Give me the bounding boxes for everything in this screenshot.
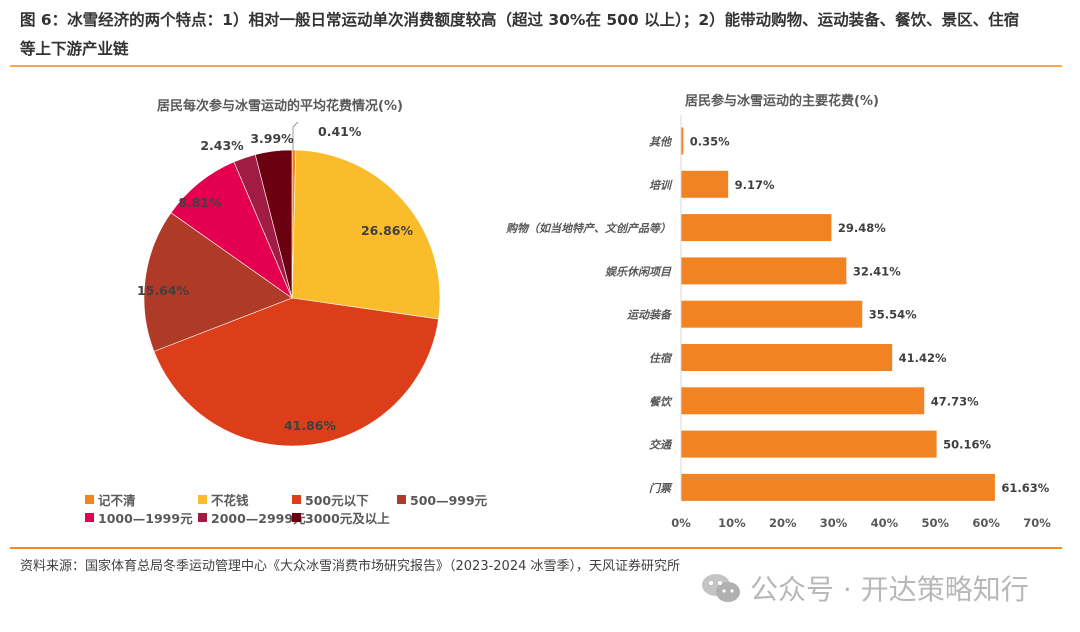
bar (681, 300, 863, 328)
bar (681, 344, 893, 371)
x-tick-label: 0% (671, 516, 691, 530)
legend-label: 记不清 (98, 493, 136, 508)
x-tick-label: 10% (718, 516, 746, 530)
bar-category-label: 交通 (649, 439, 673, 452)
bar-value-label: 50.16% (943, 438, 991, 452)
pie-slice (143, 212, 293, 352)
bar-chart-title: 居民参与冰雪运动的主要花费(%) (685, 94, 879, 109)
legend-label: 500—999元 (410, 493, 488, 508)
legend-swatch (397, 495, 406, 504)
legend-swatch (292, 495, 301, 504)
bar (681, 214, 832, 242)
pie-slice (254, 149, 293, 299)
bar-value-label: 35.54% (869, 308, 917, 322)
bar-category-label: 培训 (649, 179, 673, 192)
bar-value-label: 9.17% (735, 178, 775, 192)
pie-data-label: 0.41% (318, 124, 362, 139)
x-tick-label: 50% (922, 516, 950, 530)
bar (681, 170, 729, 198)
bar-value-label: 47.73% (931, 394, 979, 408)
bar (681, 127, 684, 155)
pie-data-label: 3.99% (250, 131, 294, 146)
pie-data-label: 8.81% (178, 195, 222, 210)
bar-category-label: 娱乐休闲项目 (605, 265, 672, 278)
pie-slice (153, 297, 439, 447)
legend-item: 记不清 (85, 490, 136, 509)
x-tick-label: 30% (820, 516, 848, 530)
pie-data-label: 41.86% (284, 418, 337, 433)
legend-item: 500元以下 (292, 490, 369, 509)
pie-data-label: 15.64% (137, 283, 190, 298)
legend-item: 2000—2999元 (198, 508, 306, 527)
bar (681, 387, 925, 415)
legend-swatch (198, 495, 207, 504)
legend-label: 不花钱 (211, 493, 249, 508)
watermark-text: 公众号 · 开达策略知行 (750, 573, 1029, 606)
legend-swatch (85, 495, 94, 504)
bottom-divider (10, 547, 1062, 549)
bar (681, 473, 995, 501)
pie-slice (170, 161, 293, 299)
bar-value-label: 61.63% (1001, 481, 1049, 495)
legend-label: 3000元及以上 (305, 511, 390, 526)
x-tick-label: 40% (871, 516, 899, 530)
bar-category-label: 购物（如当地特产、文创产品等） (505, 222, 671, 235)
source-note: 资料来源：国家体育总局冬季运动管理中心《大众冰雪消费市场研究报告》（2023-2… (20, 559, 680, 574)
legend-label: 1000—1999元 (98, 511, 193, 526)
bar-value-label: 32.41% (853, 264, 901, 278)
bar-category-label: 运动装备 (627, 309, 673, 322)
figure-title: 图 6：冰雪经济的两个特点：1）相对一般日常运动单次消费额度较高（超过 30%在… (20, 6, 1065, 64)
x-tick-label: 60% (972, 516, 1000, 530)
pie-chart: 0.41% 26.86% 41.86% 15.64% 8.81% 2.43% 3.99% (137, 121, 441, 447)
legend-label: 500元以下 (305, 493, 369, 508)
pie-chart-title: 居民每次参与冰雪运动的平均花费情况(%) (157, 99, 403, 114)
figure-title-line-2: 等上下游产业链 (20, 40, 129, 58)
legend-swatch (292, 513, 301, 522)
bar-chart: 其他 0.35% 培训 9.17% 购物（如当地特产、文创产品等） 29.48% 娱乐休闲项… (505, 115, 1051, 530)
watermark: 公众号 · 开达策略知行 (700, 568, 1029, 608)
bar-category-label: 其他 (649, 136, 673, 149)
x-tick-label: 20% (769, 516, 797, 530)
bar (681, 430, 937, 458)
legend-item: 不花钱 (198, 490, 249, 509)
bar-value-label: 0.35% (690, 135, 730, 149)
legend-swatch (198, 513, 207, 522)
leader-line (292, 121, 299, 152)
bar-value-label: 41.42% (899, 351, 947, 365)
pie-data-label: 26.86% (361, 223, 414, 238)
bar-value-label: 29.48% (838, 221, 886, 235)
top-divider (10, 65, 1062, 67)
x-tick-label: 70% (1023, 516, 1051, 530)
legend-item: 3000元及以上 (292, 508, 390, 527)
legend-item: 500—999元 (397, 490, 487, 509)
legend-item: 1000—1999元 (85, 508, 193, 527)
legend-swatch (85, 513, 94, 522)
pie-slice (291, 149, 441, 320)
bar-category-label: 住宿 (649, 352, 673, 365)
figure-title-line-1: 图 6：冰雪经济的两个特点：1）相对一般日常运动单次消费额度较高（超过 30%在… (20, 11, 1020, 29)
bar-category-label: 餐饮 (649, 395, 673, 408)
bar (681, 257, 847, 285)
pie-data-label: 2.43% (200, 138, 244, 153)
legend-label: 2000—2999元 (211, 511, 306, 526)
wechat-icon (702, 574, 740, 602)
bar-category-label: 门票 (649, 482, 673, 495)
